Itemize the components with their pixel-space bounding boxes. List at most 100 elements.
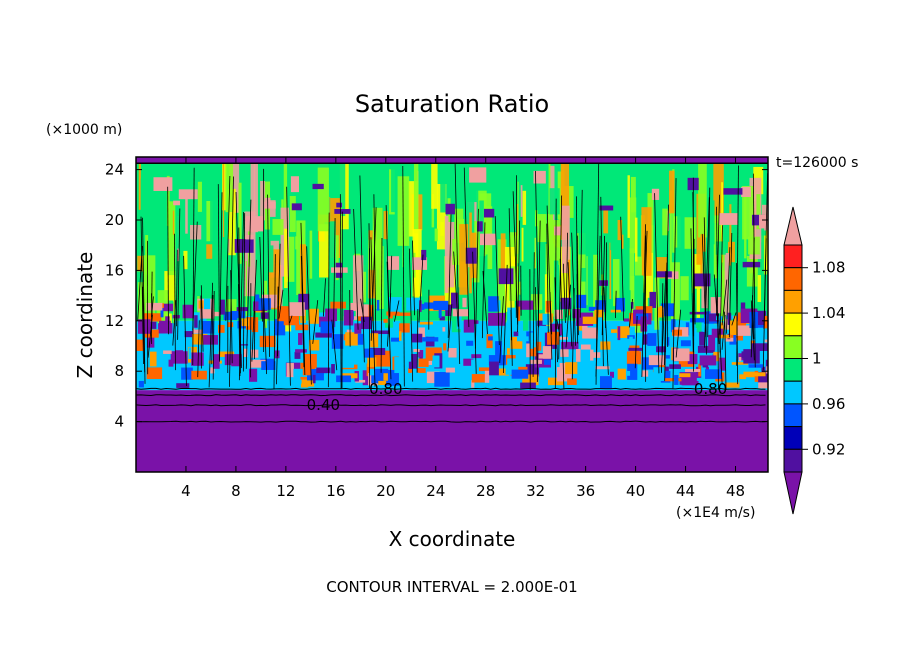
field-cell [618, 369, 626, 380]
field-cell [383, 319, 387, 323]
field-cell [139, 381, 144, 387]
colorbar-swatch [784, 449, 802, 472]
field-cell [652, 189, 659, 200]
field-cell [291, 176, 299, 192]
field-cell [420, 322, 433, 325]
field-cell [213, 354, 219, 369]
field-cell [413, 369, 417, 378]
field-cell [336, 375, 351, 382]
field-cell [739, 357, 742, 361]
field-cell [669, 364, 681, 369]
field-cell [141, 179, 149, 212]
field-cell [345, 332, 358, 345]
field-cell [708, 335, 715, 350]
field-cell [512, 370, 529, 379]
field-cell [176, 383, 189, 388]
field-cell [204, 227, 206, 303]
y-tick-label: 4 [114, 413, 124, 431]
field-cell [535, 238, 536, 269]
field-cell [204, 299, 210, 309]
field-cell [488, 296, 498, 311]
field-cell [153, 177, 172, 191]
field-cell [147, 367, 162, 379]
field-cell [472, 374, 486, 382]
field-cell [188, 347, 191, 359]
field-cell [456, 358, 464, 368]
field-cell [719, 213, 738, 225]
x-tick-label: 20 [376, 482, 395, 500]
x-tick-label: 28 [476, 482, 495, 500]
x-tick-label: 4 [181, 482, 191, 500]
field-cell [488, 336, 493, 340]
field-cell [298, 333, 302, 345]
field-cell [411, 334, 422, 343]
field-cell [642, 370, 648, 376]
field-region-top-boundary [136, 157, 768, 163]
field-cell [554, 227, 560, 236]
field-cell [507, 308, 517, 324]
field-cell [173, 201, 180, 206]
field-cell [223, 163, 224, 237]
field-cell [680, 276, 688, 300]
field-cell [743, 262, 761, 267]
x-tick-label: 32 [526, 482, 545, 500]
field-cell [272, 219, 283, 235]
field-cell [523, 191, 526, 225]
field-cell [471, 360, 474, 369]
field-cell [749, 372, 766, 376]
field-cell [530, 360, 542, 364]
field-cell [198, 182, 202, 212]
field-cell [520, 383, 536, 389]
x-tick-label: 16 [326, 482, 345, 500]
field-cell [369, 369, 374, 376]
field-cell [507, 348, 510, 355]
y-tick-label: 24 [105, 161, 124, 179]
field-cell [518, 182, 519, 264]
field-cell [733, 335, 736, 344]
field-cell [448, 348, 456, 357]
field-cell [387, 256, 399, 270]
field-cell [277, 306, 289, 321]
field-cell [137, 256, 143, 272]
field-cell [179, 189, 198, 199]
field-cell [190, 225, 201, 240]
field-cell [290, 196, 296, 232]
field-cell [377, 300, 380, 311]
field-cell [295, 352, 301, 359]
field-cell [241, 330, 252, 344]
field-cell [344, 310, 354, 325]
field-cell [367, 357, 376, 367]
field-cell [309, 309, 319, 324]
field-cell [521, 185, 523, 217]
field-cell [206, 244, 212, 259]
colorbar-swatch [784, 313, 802, 336]
colorbar-bottom-arrow [784, 472, 802, 514]
field-cell [581, 344, 591, 349]
field-cell [600, 341, 610, 349]
field-cell [581, 268, 590, 282]
field-cell [505, 325, 522, 331]
colorbar-swatch [784, 336, 802, 359]
field-cell [313, 233, 319, 306]
field-cell [394, 357, 405, 373]
field-cell [318, 168, 329, 232]
field-cell [567, 378, 577, 385]
field-cell [628, 348, 642, 351]
x-tick-label: 36 [576, 482, 595, 500]
field-cell [413, 349, 419, 352]
y-tick-label: 12 [105, 312, 124, 330]
field-cell [295, 349, 307, 352]
field-cell [599, 206, 613, 211]
field-cell [723, 188, 742, 194]
field-cell [499, 268, 514, 284]
field-cell [230, 311, 245, 318]
field-cell [700, 355, 717, 365]
field-cell [681, 171, 682, 217]
field-cell [662, 209, 667, 236]
field-cell [414, 163, 418, 233]
field-cell [543, 346, 552, 359]
colorbar-label: 1 [812, 350, 822, 368]
field-cell [163, 350, 172, 353]
